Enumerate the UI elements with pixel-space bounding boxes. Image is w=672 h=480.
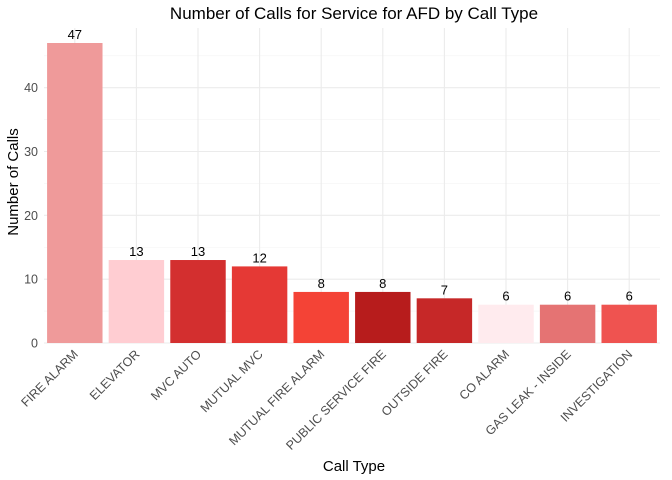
bar-value-label: 13 [191, 244, 205, 259]
x-tick-label: ELEVATOR [87, 347, 143, 403]
bar-value-labels: 47 13 13 12 8 8 7 6 6 6 [68, 27, 633, 304]
y-tick-label: 0 [31, 337, 38, 351]
bar-value-label: 13 [129, 244, 143, 259]
y-axis-ticks: 0 10 20 30 40 [24, 81, 38, 350]
bar-value-label: 6 [626, 289, 633, 304]
bar [170, 260, 226, 343]
bar-value-label: 12 [252, 250, 266, 265]
bar [478, 304, 534, 343]
x-tick-label: MVC AUTO [148, 347, 204, 403]
bar [231, 266, 288, 343]
y-tick-label: 20 [24, 209, 38, 223]
x-tick-label: PUBLIC SERVICE FIRE [283, 347, 389, 453]
bar-value-label: 7 [441, 282, 448, 297]
x-axis-title: Call Type [323, 458, 385, 475]
y-tick-label: 40 [24, 81, 38, 95]
bar [47, 43, 103, 343]
x-tick-label: FIRE ALARM [18, 347, 80, 409]
bar [601, 304, 657, 343]
bar-value-label: 6 [564, 289, 571, 304]
chart-title: Number of Calls for Service for AFD by C… [170, 4, 538, 23]
bar-value-label: 47 [68, 27, 82, 42]
y-tick-label: 10 [24, 273, 38, 287]
x-tick-label: MUTUAL MVC [198, 347, 266, 415]
bar [355, 291, 411, 343]
bar-value-label: 8 [379, 276, 386, 291]
x-tick-label: CO ALARM [457, 347, 513, 403]
bar [293, 291, 349, 343]
bar [539, 304, 596, 343]
bars [47, 43, 657, 343]
bar-value-label: 8 [318, 276, 325, 291]
y-tick-label: 30 [24, 145, 38, 159]
bar-value-label: 6 [502, 289, 509, 304]
bar [416, 298, 473, 343]
bar [108, 260, 165, 343]
x-tick-label: OUTSIDE FIRE [379, 347, 451, 419]
y-axis-title: Number of Calls [5, 128, 22, 236]
